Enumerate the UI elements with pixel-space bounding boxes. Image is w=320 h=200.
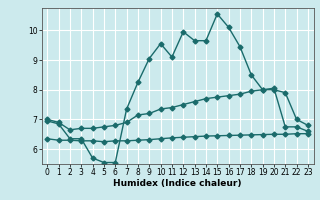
X-axis label: Humidex (Indice chaleur): Humidex (Indice chaleur) [113,179,242,188]
